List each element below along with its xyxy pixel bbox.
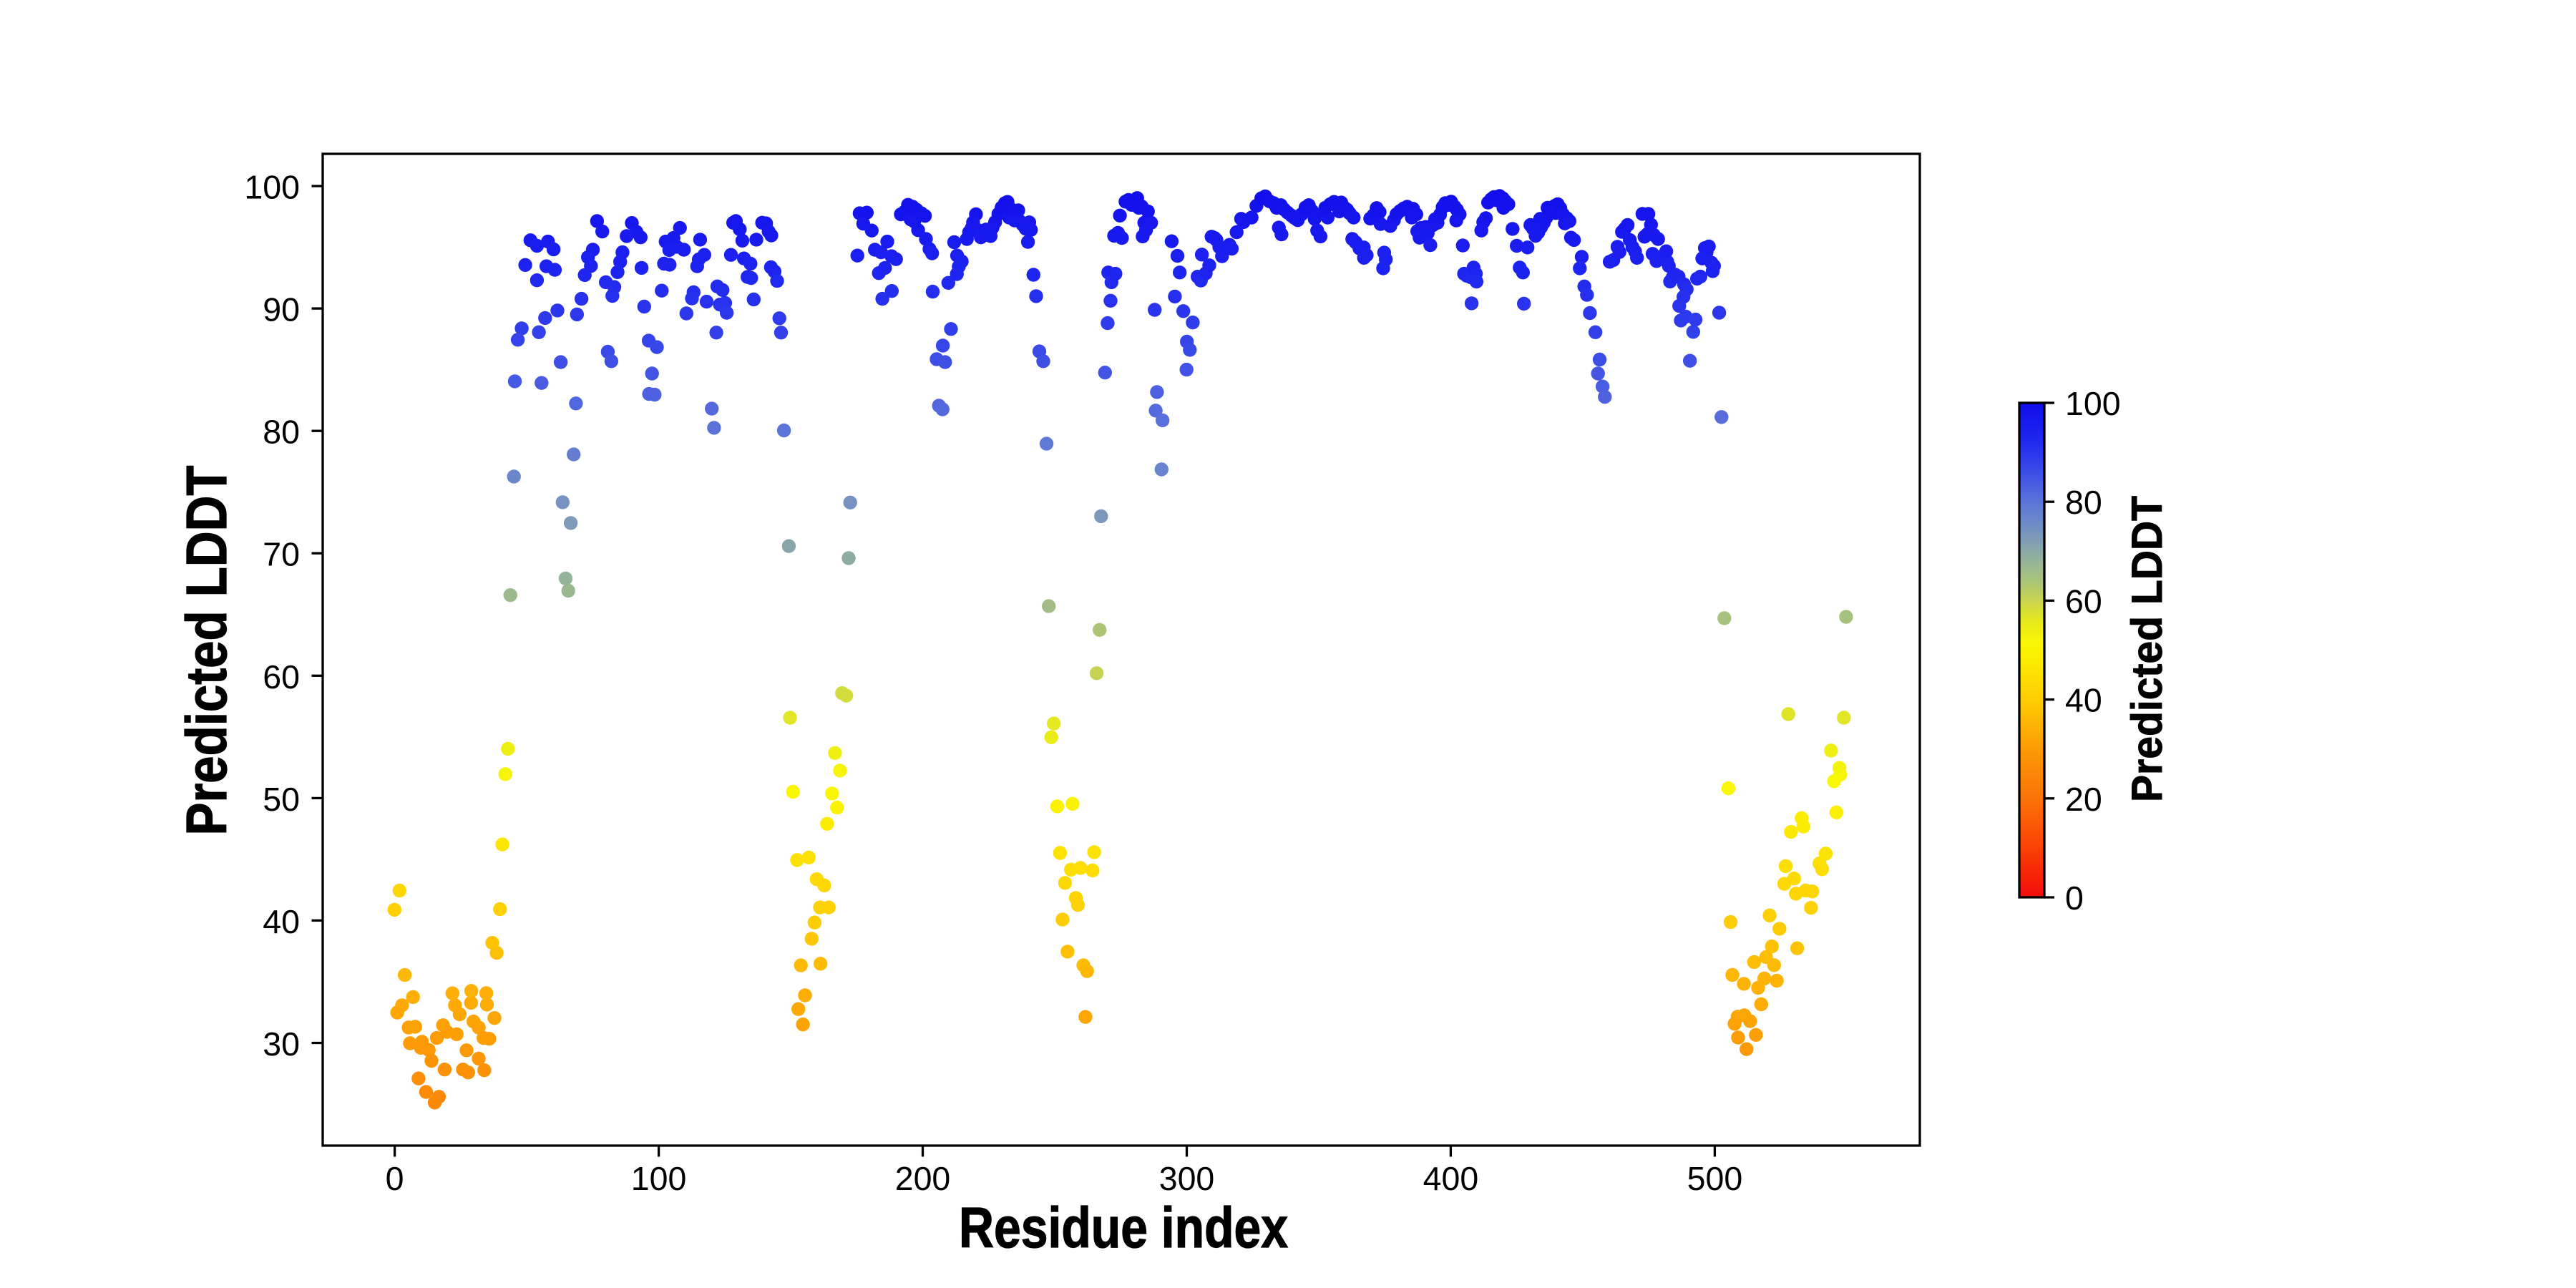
- svg-text:500: 500: [1687, 1160, 1743, 1197]
- svg-text:80: 80: [2065, 484, 2102, 521]
- svg-text:40: 40: [263, 903, 300, 940]
- svg-text:0: 0: [386, 1160, 404, 1197]
- svg-text:60: 60: [2065, 582, 2102, 620]
- svg-text:0: 0: [2065, 879, 2084, 917]
- svg-text:100: 100: [2065, 385, 2121, 422]
- svg-text:200: 200: [895, 1160, 951, 1197]
- svg-text:80: 80: [263, 414, 300, 451]
- svg-text:90: 90: [263, 291, 300, 328]
- svg-text:20: 20: [2065, 781, 2102, 818]
- svg-text:60: 60: [263, 658, 300, 696]
- svg-text:100: 100: [244, 169, 300, 206]
- svg-text:Residue index: Residue index: [959, 1196, 1288, 1259]
- svg-text:400: 400: [1423, 1160, 1479, 1197]
- svg-text:70: 70: [263, 536, 300, 573]
- svg-text:40: 40: [2065, 682, 2102, 719]
- svg-text:100: 100: [631, 1160, 687, 1197]
- svg-text:50: 50: [263, 781, 300, 818]
- svg-text:300: 300: [1159, 1160, 1215, 1197]
- svg-text:Predicted LDDT: Predicted LDDT: [2123, 496, 2171, 802]
- svg-text:Predicted LDDT: Predicted LDDT: [175, 465, 238, 835]
- svg-text:30: 30: [263, 1025, 300, 1063]
